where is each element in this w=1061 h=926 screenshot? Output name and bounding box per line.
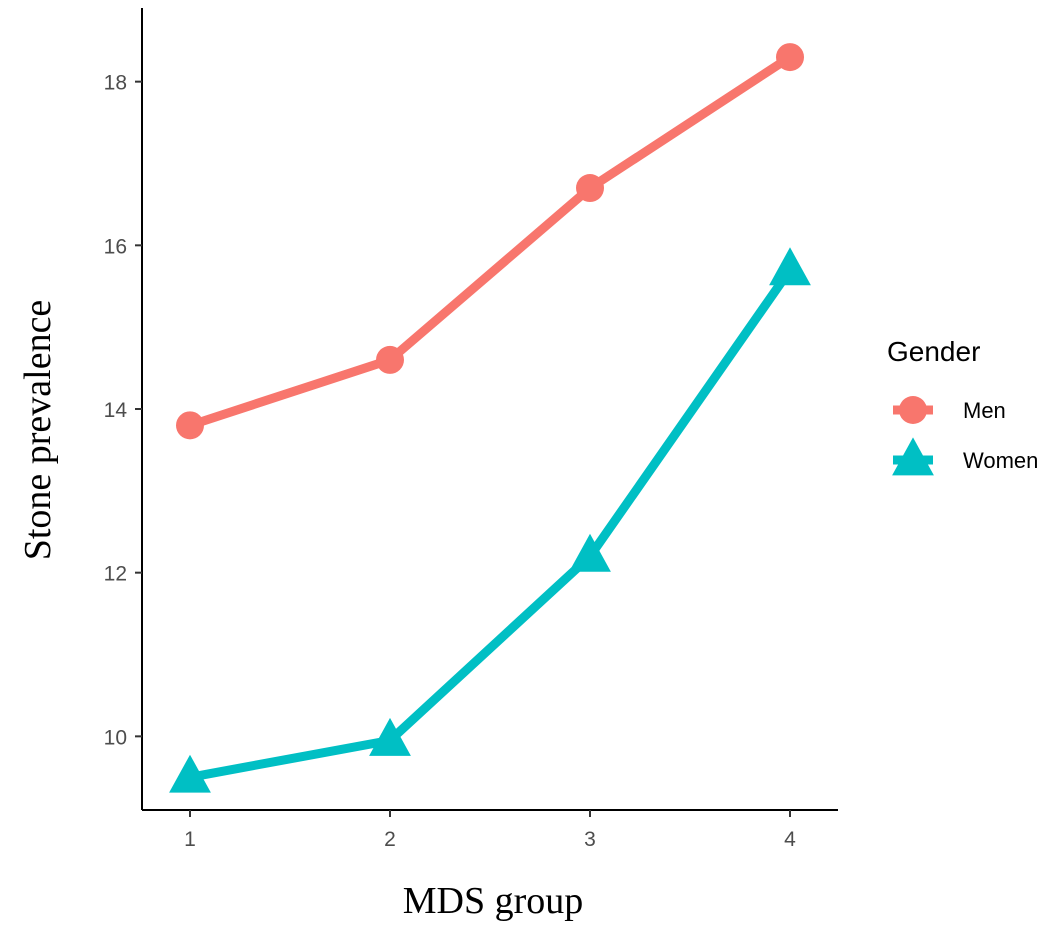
legend-item-women: Women xyxy=(892,437,1038,476)
data-point-women xyxy=(569,533,611,572)
data-point-women xyxy=(769,247,811,286)
legend-item-men: Men xyxy=(893,396,1006,424)
series-line-men xyxy=(188,53,793,430)
legend-key-marker xyxy=(892,437,934,476)
data-point-men xyxy=(376,345,404,374)
legend-items: Men Women xyxy=(892,396,1038,476)
x-axis-title: MDS group xyxy=(403,880,584,922)
series-men xyxy=(176,43,804,440)
legend-label-women: Women xyxy=(963,448,1038,473)
y-tick-label: 18 xyxy=(104,72,127,95)
series-women xyxy=(169,247,811,793)
x-tick-label: 2 xyxy=(384,828,396,851)
legend: Gender Men Women xyxy=(887,336,1038,476)
data-point-men xyxy=(776,43,804,72)
y-ticks: 10 12 14 16 18 xyxy=(104,72,142,749)
y-tick-label: 16 xyxy=(104,235,127,258)
data-point-women xyxy=(369,717,411,756)
x-ticks: 1 2 3 4 xyxy=(184,810,796,851)
data-point-men xyxy=(176,411,204,440)
x-tick-label: 1 xyxy=(184,828,196,851)
y-tick-label: 14 xyxy=(104,399,128,422)
data-point-women xyxy=(169,754,211,793)
y-tick-label: 12 xyxy=(104,563,127,586)
y-tick-label: 10 xyxy=(104,726,127,749)
series-layer xyxy=(169,43,811,793)
data-point-men xyxy=(576,174,604,203)
series-line-women xyxy=(189,267,794,782)
legend-label-men: Men xyxy=(963,398,1006,423)
legend-key-marker xyxy=(899,396,927,424)
legend-title: Gender xyxy=(887,336,980,367)
y-axis-title: Stone prevalence xyxy=(17,300,59,561)
x-tick-label: 3 xyxy=(584,828,596,851)
x-tick-label: 4 xyxy=(784,828,796,851)
